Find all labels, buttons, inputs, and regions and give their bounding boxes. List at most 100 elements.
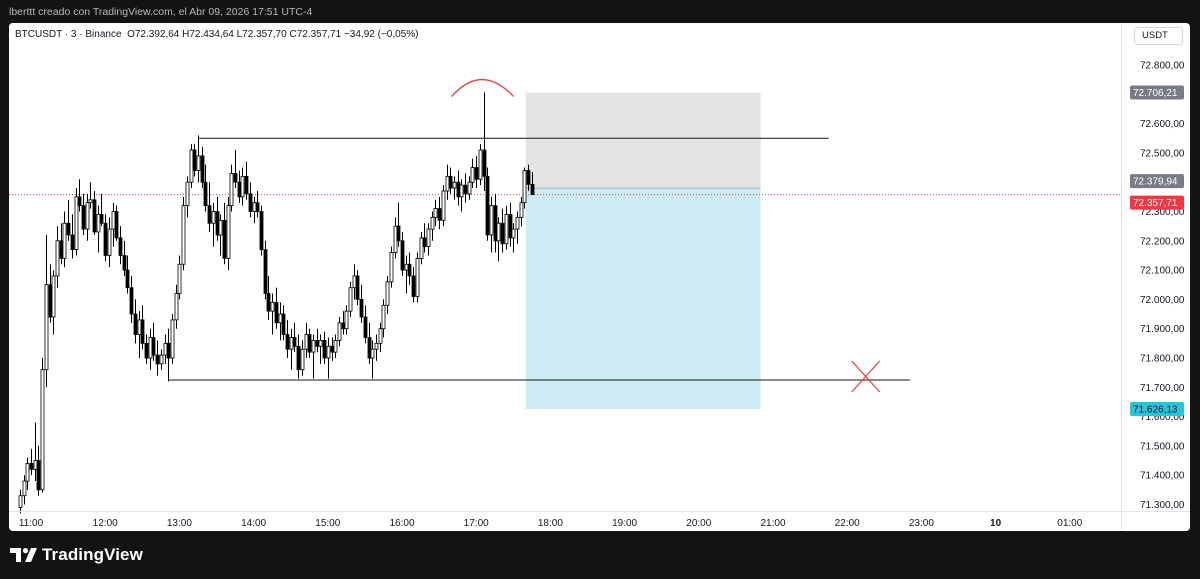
candle[interactable]: [311, 334, 316, 379]
candle[interactable]: [211, 202, 216, 247]
symbol-name[interactable]: BTCUSDT · 3 · Binance: [15, 29, 122, 40]
candle[interactable]: [467, 176, 472, 200]
arc-annotation[interactable]: [451, 78, 515, 97]
candle[interactable]: [526, 164, 531, 191]
candle[interactable]: [281, 305, 286, 341]
candle[interactable]: [422, 223, 427, 253]
candle[interactable]: [36, 445, 41, 496]
candle[interactable]: [107, 217, 112, 268]
candle[interactable]: [81, 193, 86, 235]
symbol-legend[interactable]: BTCUSDT · 3 · Binance O72.392,64 H72.434…: [15, 29, 418, 40]
cross-annotation-stroke[interactable]: [851, 360, 881, 393]
candle[interactable]: [44, 234, 49, 388]
candle[interactable]: [530, 172, 535, 195]
candle[interactable]: [88, 182, 93, 209]
candle[interactable]: [200, 147, 205, 189]
chart-panel[interactable]: 72.800,00 72.600,00 72.500,00 72.300,00 72.2…: [9, 23, 1190, 531]
candle[interactable]: [367, 322, 372, 364]
candle[interactable]: [448, 167, 453, 194]
candle[interactable]: [318, 334, 323, 364]
candle[interactable]: [203, 164, 208, 212]
candle[interactable]: [122, 240, 127, 276]
candle[interactable]: [519, 196, 524, 227]
candle[interactable]: [504, 205, 509, 250]
candle[interactable]: [125, 255, 130, 294]
candle[interactable]: [474, 155, 479, 189]
currency-button[interactable]: USDT: [1134, 27, 1183, 45]
tradingview-logo[interactable]: TradingView: [10, 544, 143, 566]
candle[interactable]: [233, 149, 238, 189]
candle[interactable]: [170, 314, 175, 364]
candle[interactable]: [25, 457, 30, 490]
candle[interactable]: [70, 214, 75, 259]
candle[interactable]: [470, 158, 475, 189]
candle[interactable]: [18, 489, 23, 514]
candle[interactable]: [248, 182, 253, 218]
candle[interactable]: [103, 214, 108, 262]
candle[interactable]: [348, 281, 353, 317]
candle[interactable]: [55, 226, 60, 288]
candle[interactable]: [166, 328, 171, 382]
candle[interactable]: [333, 334, 338, 358]
candle[interactable]: [66, 199, 71, 241]
candle[interactable]: [389, 246, 394, 288]
candle[interactable]: [62, 211, 67, 268]
candle[interactable]: [378, 322, 383, 353]
price-axis[interactable]: 72.800,00 72.600,00 72.500,00 72.300,00 72.2…: [1140, 61, 1185, 512]
candle[interactable]: [381, 299, 386, 338]
candle[interactable]: [99, 193, 104, 227]
candle[interactable]: [159, 349, 164, 370]
candle[interactable]: [226, 196, 231, 271]
candle[interactable]: [177, 255, 182, 300]
candle[interactable]: [359, 284, 364, 323]
candle[interactable]: [218, 214, 223, 256]
candle[interactable]: [296, 334, 301, 379]
candle[interactable]: [51, 270, 56, 335]
candle[interactable]: [174, 284, 179, 329]
candle[interactable]: [40, 358, 45, 493]
candle[interactable]: [459, 179, 464, 212]
candle[interactable]: [522, 167, 527, 209]
candle[interactable]: [433, 199, 438, 227]
price-label-entry[interactable]: 72.379,94: [1130, 174, 1184, 189]
candle[interactable]: [300, 340, 305, 376]
candle[interactable]: [266, 275, 271, 320]
candle[interactable]: [263, 240, 268, 300]
candle[interactable]: [485, 167, 490, 241]
candle[interactable]: [437, 196, 442, 230]
candle[interactable]: [140, 305, 145, 350]
candle[interactable]: [411, 267, 416, 303]
candle[interactable]: [192, 144, 197, 177]
candle[interactable]: [430, 211, 435, 241]
candle[interactable]: [496, 217, 501, 262]
candle[interactable]: [274, 287, 279, 329]
candle[interactable]: [155, 340, 160, 376]
candle[interactable]: [374, 334, 379, 361]
candle[interactable]: [255, 190, 260, 218]
candle[interactable]: [189, 144, 194, 189]
candle[interactable]: [196, 135, 201, 183]
candle[interactable]: [74, 188, 79, 256]
candle[interactable]: [363, 305, 368, 344]
candle[interactable]: [337, 316, 342, 347]
candle[interactable]: [92, 190, 97, 235]
price-label-stop[interactable]: 72.706,21: [1130, 85, 1184, 100]
candle[interactable]: [285, 319, 290, 358]
candlestick-chart[interactable]: 72.800,00 72.600,00 72.500,00 72.300,00 72.2…: [9, 23, 1190, 531]
candle[interactable]: [229, 164, 234, 212]
candle[interactable]: [441, 185, 446, 227]
candle[interactable]: [259, 205, 264, 256]
candle[interactable]: [370, 340, 375, 379]
candle[interactable]: [419, 232, 424, 265]
candle[interactable]: [400, 232, 405, 276]
candle[interactable]: [77, 179, 82, 212]
candle[interactable]: [500, 208, 505, 253]
candle[interactable]: [181, 196, 186, 271]
candle[interactable]: [508, 202, 513, 247]
candle[interactable]: [355, 270, 360, 306]
candle[interactable]: [185, 176, 190, 218]
candle[interactable]: [244, 161, 249, 200]
candle[interactable]: [207, 182, 212, 233]
candle[interactable]: [240, 167, 245, 206]
candle[interactable]: [515, 211, 520, 244]
